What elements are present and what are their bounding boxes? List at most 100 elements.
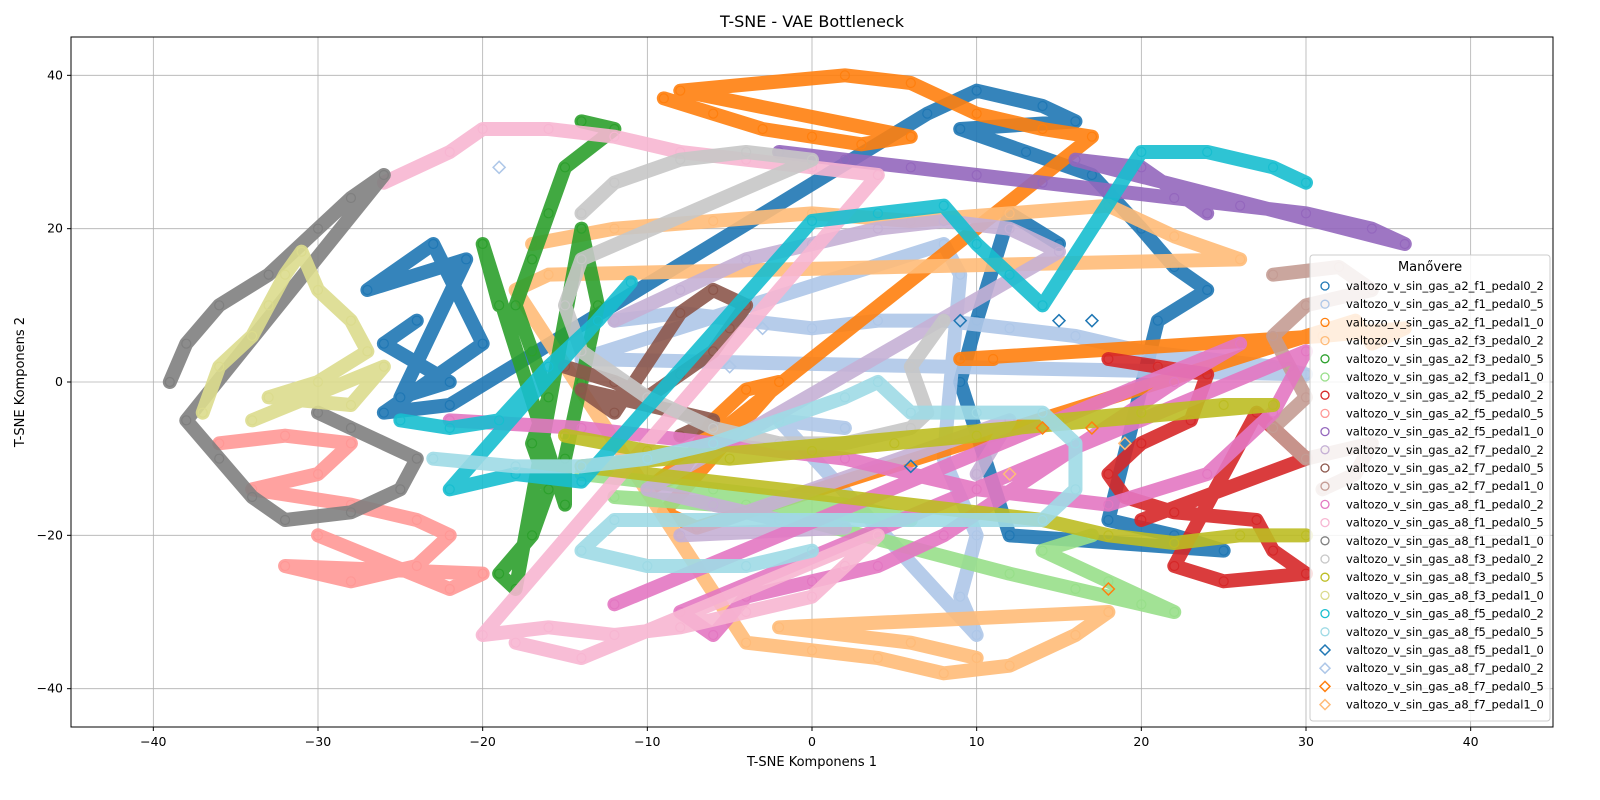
legend-box xyxy=(1309,254,1551,722)
data-point xyxy=(1004,660,1015,671)
data-point xyxy=(1300,177,1312,188)
data-point xyxy=(247,415,258,426)
data-point xyxy=(1004,223,1015,234)
legend: Manővere valtozo_v_sin_gas_a2_f1_pedal0_… xyxy=(1309,254,1551,722)
data-point xyxy=(510,300,521,311)
data-point xyxy=(773,415,785,426)
data-point xyxy=(905,361,916,372)
data-point xyxy=(559,430,571,441)
x-tick-label: 10 xyxy=(969,734,985,749)
legend-marker xyxy=(1320,426,1330,437)
legend-marker xyxy=(1318,698,1332,711)
data-point xyxy=(345,399,357,411)
data-point xyxy=(953,313,968,328)
data-point xyxy=(461,254,472,265)
data-point xyxy=(872,530,883,541)
legend-marker xyxy=(1318,680,1332,693)
data-point xyxy=(559,162,571,173)
data-point xyxy=(625,277,636,288)
data-point xyxy=(1136,514,1147,526)
data-point xyxy=(675,284,686,296)
data-point xyxy=(576,652,587,664)
data-point xyxy=(411,514,422,526)
data-point xyxy=(839,392,851,403)
data-point xyxy=(922,108,933,119)
data-point xyxy=(872,560,883,572)
data-point xyxy=(1037,100,1048,112)
data-point xyxy=(1070,330,1081,342)
data-point xyxy=(905,637,916,648)
data-point xyxy=(708,284,719,296)
legend-marker xyxy=(1318,662,1332,675)
data-point xyxy=(1399,238,1410,250)
series-trajectory xyxy=(558,398,1313,550)
data-point xyxy=(1136,146,1147,158)
data-point xyxy=(1136,438,1147,449)
data-point xyxy=(1267,162,1279,173)
data-point xyxy=(1070,484,1081,495)
data-point xyxy=(1267,399,1279,411)
data-point xyxy=(872,223,883,234)
x-tick-label: −30 xyxy=(305,734,331,749)
data-point xyxy=(1103,514,1114,526)
data-point xyxy=(905,162,916,173)
series-valtozo_v_sin_gas_a8_f5_pedal0_5 xyxy=(426,375,1083,573)
data-point xyxy=(312,376,324,388)
data-point xyxy=(576,545,587,556)
data-point xyxy=(477,568,488,579)
data-point xyxy=(181,415,192,426)
legend-label: valtozo_v_sin_gas_a8_f5_pedal1_0 xyxy=(1346,643,1544,657)
data-point xyxy=(1152,315,1163,326)
data-point xyxy=(1004,323,1015,334)
data-point xyxy=(1169,192,1180,204)
legend-marker xyxy=(1320,536,1330,546)
legend-marker xyxy=(1320,354,1330,364)
data-point xyxy=(1002,466,1017,482)
data-point xyxy=(741,254,752,265)
series-trajectory xyxy=(574,467,1182,619)
data-point xyxy=(1202,208,1213,219)
data-point xyxy=(905,77,916,89)
data-point xyxy=(1136,407,1147,418)
data-point xyxy=(1004,208,1015,219)
data-point xyxy=(1037,177,1048,188)
data-point xyxy=(872,208,883,219)
data-point xyxy=(955,353,966,365)
series-valtozo_v_sin_gas_a8_f1_pedal0_5 xyxy=(376,122,885,665)
legend-marker xyxy=(1320,317,1330,328)
legend-marker xyxy=(1320,554,1330,564)
data-point xyxy=(856,139,867,150)
data-point xyxy=(494,300,505,311)
data-point xyxy=(559,300,571,311)
legend-label: valtozo_v_sin_gas_a2_f7_pedal0_2 xyxy=(1346,443,1544,457)
data-point xyxy=(444,583,455,595)
legend-marker xyxy=(1320,299,1330,309)
series-trajectory xyxy=(475,114,622,596)
legend-marker xyxy=(1320,499,1330,510)
data-point xyxy=(526,254,538,265)
legend-label: valtozo_v_sin_gas_a8_f3_pedal0_5 xyxy=(1346,570,1544,584)
legend-label: valtozo_v_sin_gas_a2_f5_pedal0_2 xyxy=(1346,388,1544,402)
data-point xyxy=(164,376,175,388)
data-point xyxy=(395,392,406,403)
data-point xyxy=(724,453,735,464)
legend-label: valtozo_v_sin_gas_a8_f7_pedal0_5 xyxy=(1346,679,1544,693)
data-point xyxy=(609,629,620,641)
data-point xyxy=(312,284,324,296)
series-valtozo_v_sin_gas_a8_f7_pedal1_0 xyxy=(1002,436,1132,482)
x-tick-label: 30 xyxy=(1298,734,1314,749)
series-trajectory xyxy=(162,168,424,527)
data-point xyxy=(675,622,686,633)
data-point xyxy=(1267,422,1279,434)
x-tick-label: −40 xyxy=(140,734,166,749)
series-trajectory xyxy=(426,375,1083,573)
data-point xyxy=(757,123,768,135)
data-point xyxy=(971,652,982,664)
y-tick-label: −40 xyxy=(37,681,63,696)
data-point xyxy=(1103,468,1114,480)
legend-marker xyxy=(1320,608,1330,619)
data-point xyxy=(806,591,818,602)
legend-label: valtozo_v_sin_gas_a8_f1_pedal0_2 xyxy=(1346,497,1544,511)
series-valtozo_v_sin_gas_a8_f5_pedal0_2 xyxy=(393,145,1313,497)
legend-label: valtozo_v_sin_gas_a2_f1_pedal0_2 xyxy=(1346,279,1544,293)
